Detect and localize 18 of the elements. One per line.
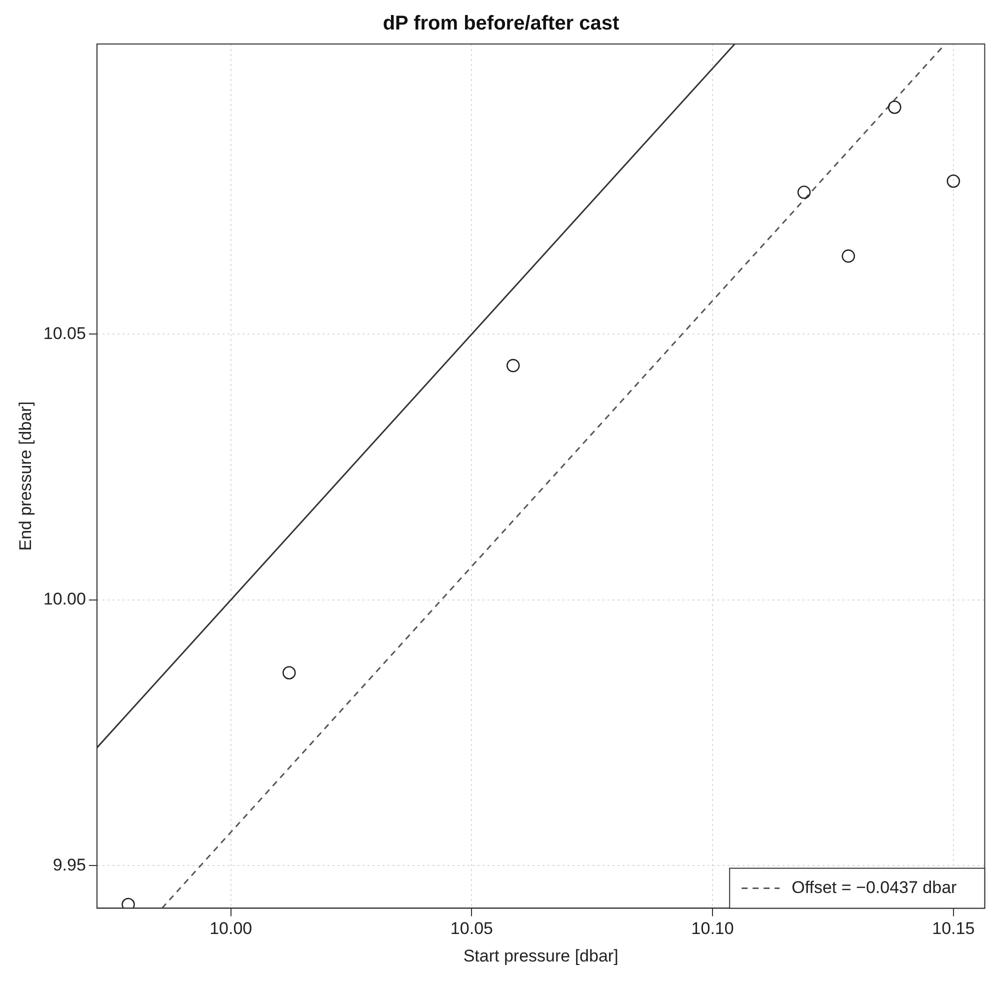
x-axis-title: Start pressure [dbar] [463, 946, 618, 966]
x-tick-label: 10.15 [932, 919, 975, 938]
y-tick-label: 10.00 [43, 590, 86, 609]
point [797, 186, 811, 199]
point [122, 898, 135, 908]
point [506, 358, 520, 372]
y-tick-label: 10.05 [43, 324, 86, 343]
point [282, 666, 296, 680]
x-tick-label: 10.10 [691, 919, 734, 938]
point [842, 249, 856, 263]
chart-title: dP from before/after cast [382, 12, 620, 35]
x-tick-label: 10.05 [450, 919, 493, 938]
y-axis-title: End pressure [dbar] [16, 401, 35, 551]
point [888, 100, 902, 114]
y-tick-label: 9.95 [52, 855, 86, 874]
legend-label: Offset = −0.0437 dbar [792, 878, 958, 897]
point [946, 174, 960, 188]
x-tick-label: 10.00 [210, 919, 252, 938]
